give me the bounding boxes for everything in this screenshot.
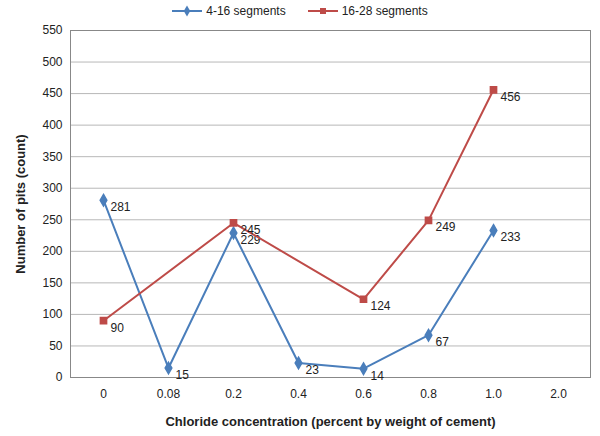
svg-text:150: 150 <box>42 276 62 290</box>
svg-text:1.0: 1.0 <box>485 387 502 401</box>
svg-text:14: 14 <box>371 369 385 383</box>
svg-text:0.4: 0.4 <box>290 387 307 401</box>
svg-text:250: 250 <box>42 213 62 227</box>
html-text:4-16 segments: 4-16 segments <box>206 4 286 18</box>
svg-text:23: 23 <box>306 363 320 377</box>
svg-text:Chloride concentration (percen: Chloride concentration (percent by weigh… <box>165 414 495 429</box>
svg-text:245: 245 <box>241 223 261 237</box>
svg-text:233: 233 <box>501 230 521 244</box>
svg-text:0.2: 0.2 <box>225 387 242 401</box>
svg-text:0: 0 <box>100 387 107 401</box>
svg-text:100: 100 <box>42 307 62 321</box>
svg-text:0.8: 0.8 <box>420 387 437 401</box>
svg-text:Number of pits (count): Number of pits (count) <box>13 134 28 273</box>
html-text:16-28 segments: 16-28 segments <box>341 4 428 18</box>
svg-text:200: 200 <box>42 244 62 258</box>
svg-text:15: 15 <box>176 368 190 382</box>
svg-text:0: 0 <box>56 370 63 384</box>
svg-text:550: 550 <box>42 23 62 37</box>
svg-text:456: 456 <box>501 90 521 104</box>
svg-text:50: 50 <box>49 339 63 353</box>
svg-text:281: 281 <box>111 200 131 214</box>
svg-text:249: 249 <box>436 220 456 234</box>
svg-text:400: 400 <box>42 118 62 132</box>
svg-text:124: 124 <box>371 299 391 313</box>
svg-text:67: 67 <box>436 335 450 349</box>
svg-text:0.6: 0.6 <box>355 387 372 401</box>
svg-text:350: 350 <box>42 150 62 164</box>
svg-text:2.0: 2.0 <box>550 387 567 401</box>
svg-text:0.08: 0.08 <box>157 387 181 401</box>
svg-text:500: 500 <box>42 55 62 69</box>
svg-text:229: 229 <box>240 232 261 247</box>
svg-text:90: 90 <box>111 321 125 335</box>
svg-text:450: 450 <box>42 86 62 100</box>
svg-text:300: 300 <box>42 181 62 195</box>
